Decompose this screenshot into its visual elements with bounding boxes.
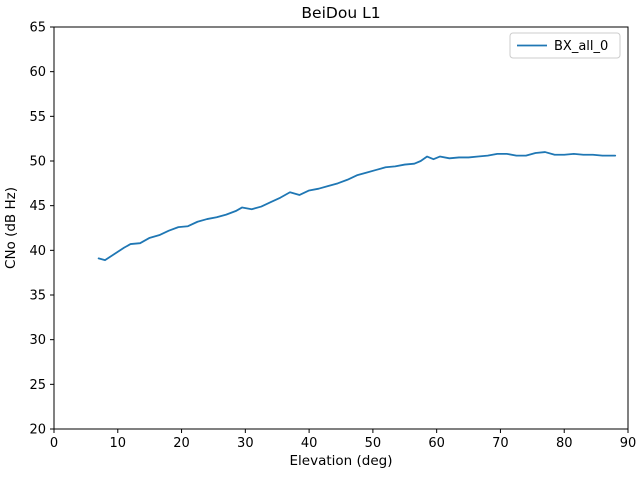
y-tick-label: 25 bbox=[29, 378, 46, 393]
legend-label: BX_all_0 bbox=[554, 39, 608, 54]
x-tick-label: 30 bbox=[237, 436, 254, 451]
legend-box bbox=[509, 32, 621, 59]
y-axis-label: CNo (dB Hz) bbox=[3, 187, 19, 269]
y-tick-label: 45 bbox=[29, 199, 46, 214]
x-axis-ticks: 0 10 20 30 40 50 60 70 80 90 bbox=[50, 429, 636, 451]
y-tick-label: 55 bbox=[29, 110, 46, 125]
y-tick-label: 50 bbox=[29, 155, 46, 170]
x-tick-label: 0 bbox=[50, 436, 58, 451]
y-axis-ticks: 20 25 30 35 40 45 50 55 60 65 bbox=[29, 21, 54, 438]
x-tick-label: 40 bbox=[301, 436, 318, 451]
legend: BX_all_0 bbox=[509, 32, 621, 59]
y-tick-label: 35 bbox=[29, 289, 46, 304]
axes-spines bbox=[53, 26, 629, 430]
y-tick-label: 40 bbox=[29, 244, 46, 259]
y-tick-label: 20 bbox=[29, 423, 46, 438]
x-tick-label: 60 bbox=[428, 436, 445, 451]
y-tick-label: 30 bbox=[29, 333, 46, 348]
y-tick-label: 65 bbox=[29, 21, 46, 36]
x-tick-label: 80 bbox=[556, 436, 573, 451]
chart-title: BeiDou L1 bbox=[301, 4, 380, 22]
x-tick-label: 20 bbox=[173, 436, 190, 451]
x-tick-label: 90 bbox=[620, 436, 637, 451]
x-axis-label: Elevation (deg) bbox=[290, 453, 393, 469]
x-tick-label: 70 bbox=[492, 436, 509, 451]
x-tick-label: 10 bbox=[110, 436, 127, 451]
data-line-bx-all-0 bbox=[97, 151, 617, 262]
plot-area bbox=[54, 27, 628, 429]
x-tick-label: 50 bbox=[365, 436, 382, 451]
y-tick-label: 60 bbox=[29, 65, 46, 80]
